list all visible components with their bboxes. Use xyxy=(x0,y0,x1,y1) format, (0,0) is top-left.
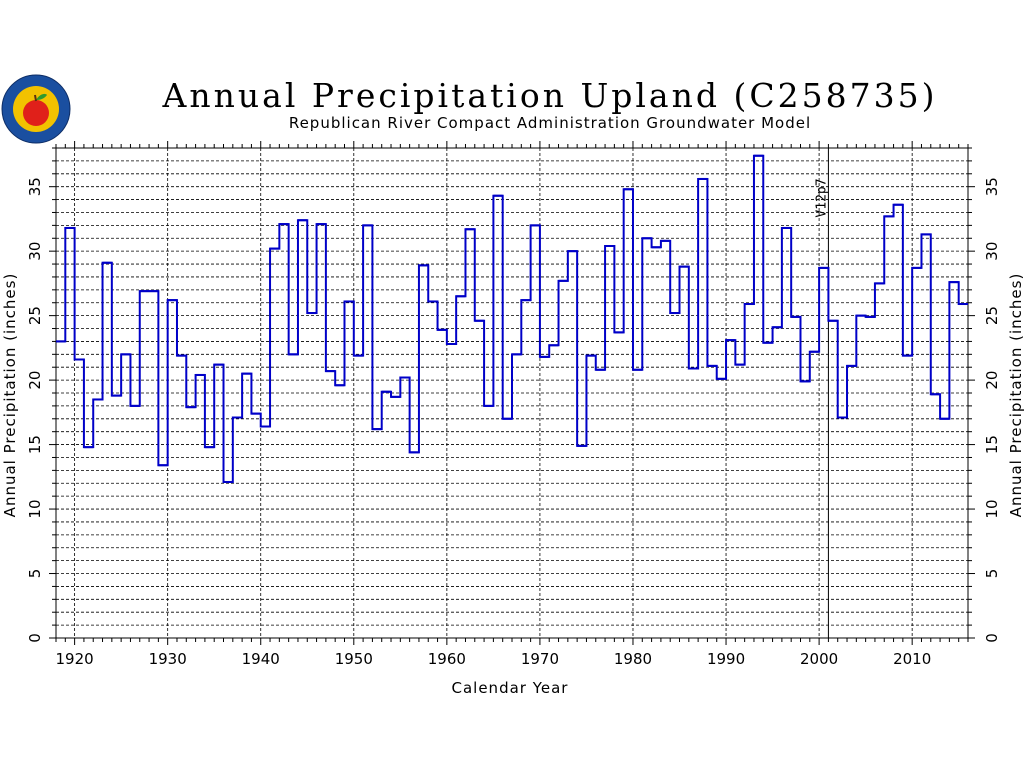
x-tick-label: 2010 xyxy=(893,650,931,668)
x-tick-label: 1950 xyxy=(335,650,373,668)
x-tick-label: 1930 xyxy=(149,650,187,668)
logo-leaf-icon xyxy=(36,93,47,100)
y-tick-label: 25 xyxy=(26,306,44,325)
x-tick-label: 1940 xyxy=(242,650,280,668)
x-tick-label: 1980 xyxy=(614,650,652,668)
x-tick-label: 1970 xyxy=(521,650,559,668)
logo-stem xyxy=(34,94,37,102)
y-axis-title: Annual Precipitation (inches) xyxy=(1,273,19,518)
y-tick-label: 15 xyxy=(26,435,44,454)
precipitation-step-line xyxy=(56,154,968,483)
x-tick-label: 1990 xyxy=(707,650,745,668)
x-tick-label: 1960 xyxy=(428,650,466,668)
y-tick-label: 20 xyxy=(26,371,44,390)
y-tick-label-right: 10 xyxy=(983,500,1001,519)
apple-seal-logo xyxy=(1,74,71,144)
chart-title: Annual Precipitation Upland (C258735) xyxy=(162,76,938,115)
logo-apple-icon xyxy=(23,100,49,126)
y-tick-label: 5 xyxy=(26,569,44,579)
y-tick-label-right: 5 xyxy=(983,569,1001,579)
y-tick-label-right: 20 xyxy=(983,371,1001,390)
y-tick-label: 30 xyxy=(26,242,44,261)
y-tick-label-right: 15 xyxy=(983,435,1001,454)
version-marker-label: V12p7 xyxy=(814,178,829,217)
y-tick-label-right: 35 xyxy=(983,177,1001,196)
y-tick-label: 10 xyxy=(26,500,44,519)
y-tick-label-right: 25 xyxy=(983,306,1001,325)
y-tick-label: 35 xyxy=(26,177,44,196)
x-tick-label: 2000 xyxy=(800,650,838,668)
y-axis-title-right: Annual Precipitation (inches) xyxy=(1007,273,1024,518)
y-tick-label: 0 xyxy=(26,633,44,643)
chart-subtitle: Republican River Compact Administration … xyxy=(288,114,812,132)
y-tick-label-right: 0 xyxy=(983,633,1001,643)
x-tick-label: 1920 xyxy=(56,650,94,668)
x-axis-title: Calendar Year xyxy=(452,679,569,697)
y-tick-label-right: 30 xyxy=(983,242,1001,261)
